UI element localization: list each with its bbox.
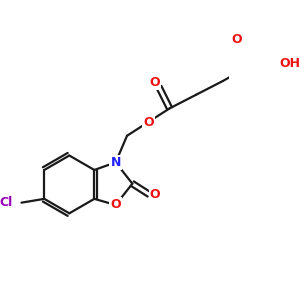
Text: O: O	[110, 198, 121, 212]
Text: O: O	[150, 188, 160, 201]
Text: Cl: Cl	[0, 196, 12, 209]
Text: OH: OH	[279, 57, 300, 70]
Text: O: O	[231, 33, 242, 46]
Text: O: O	[149, 76, 160, 89]
Text: O: O	[143, 116, 154, 129]
Text: N: N	[110, 156, 121, 169]
